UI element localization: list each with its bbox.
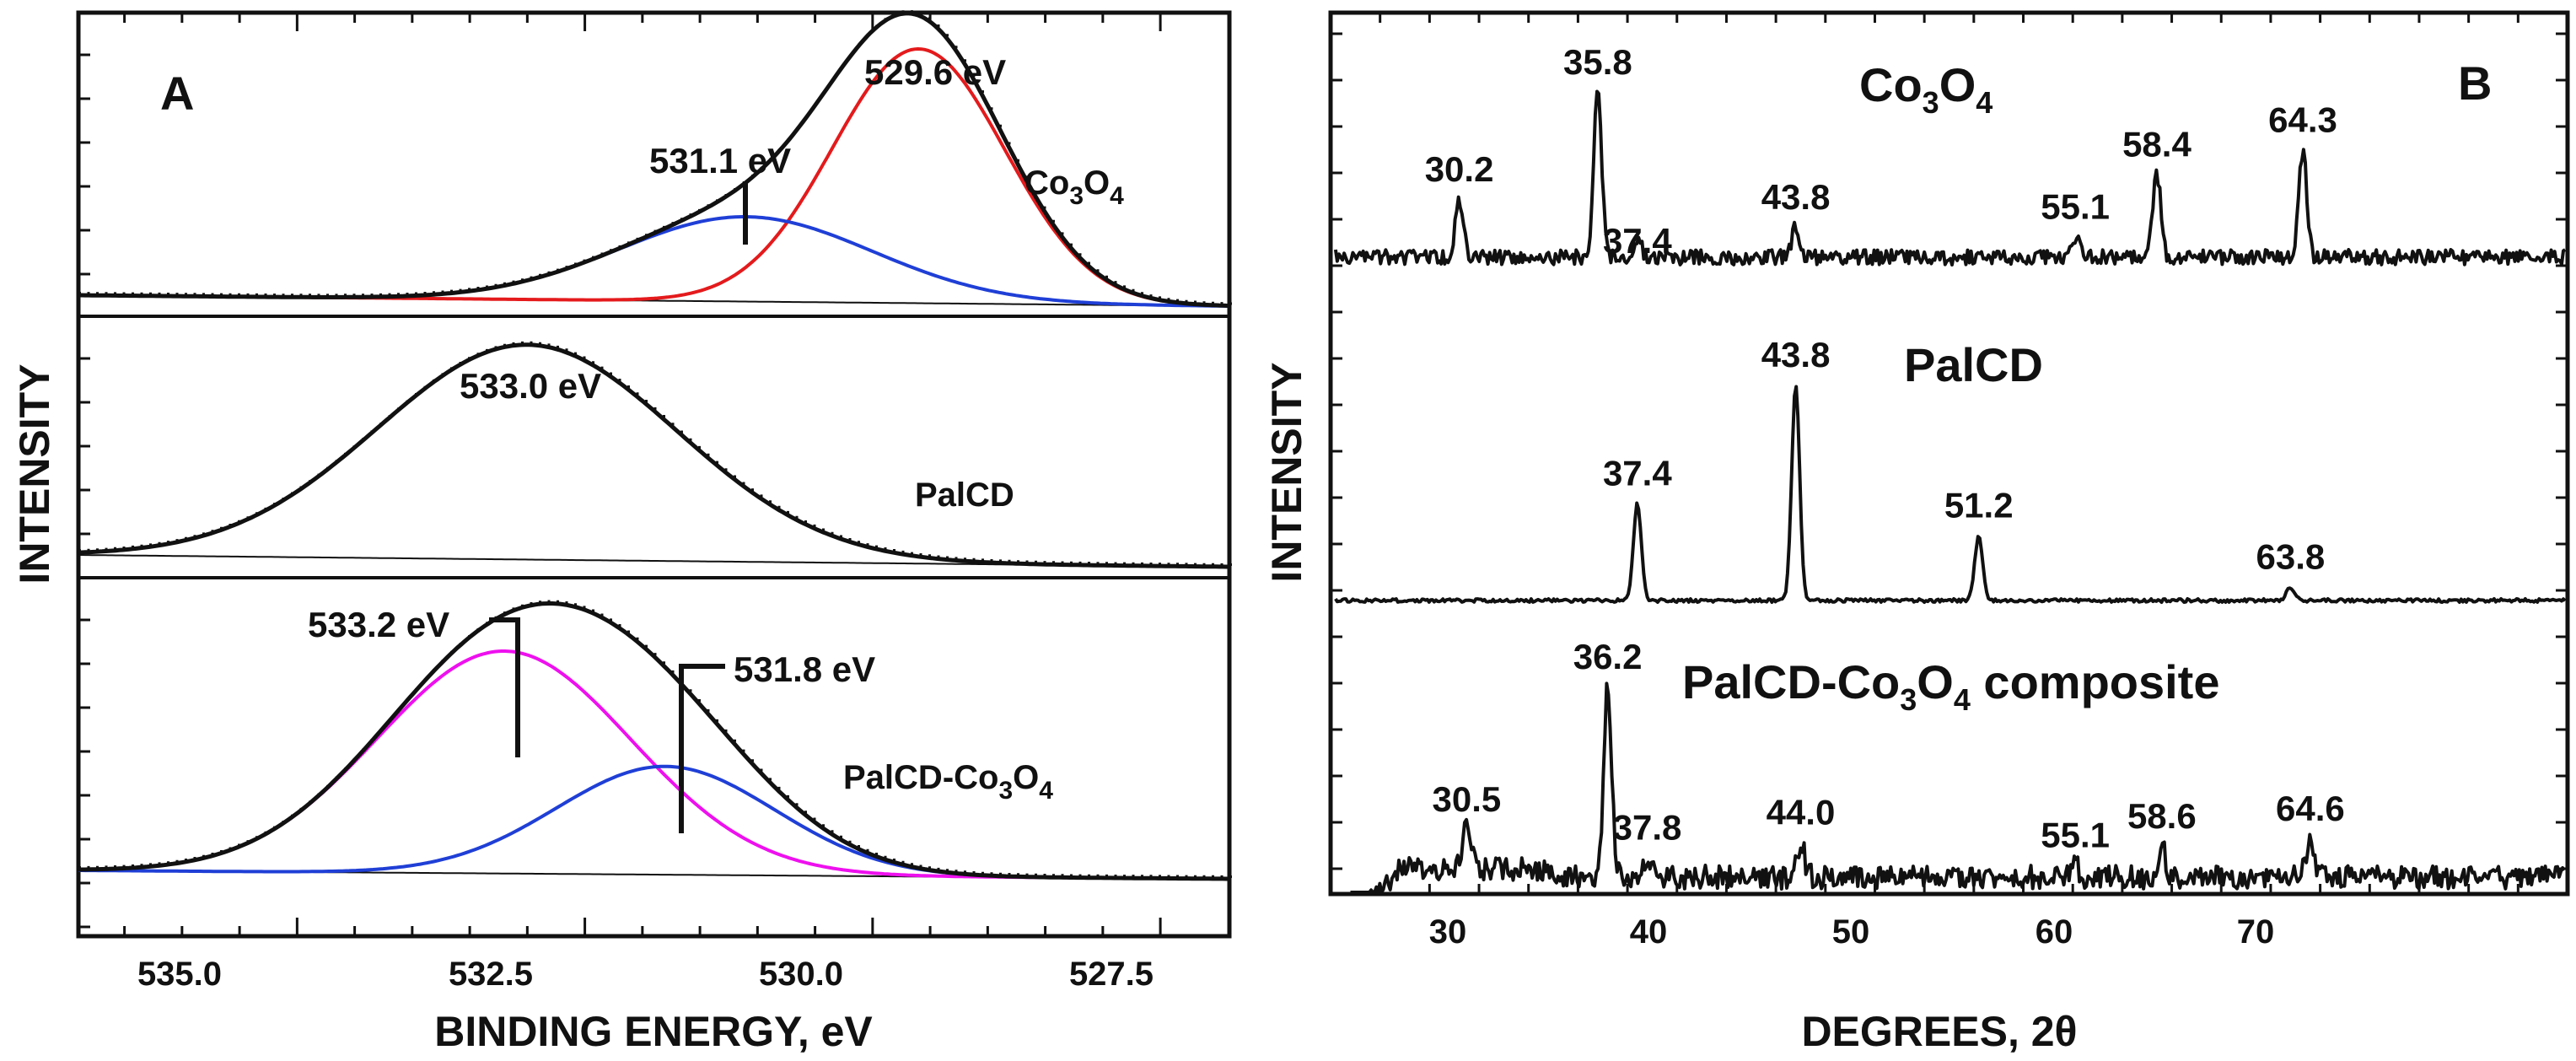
b-peak-label: 55.1 [2041,816,2110,855]
b-label-co3o4: Co3O4 [1859,58,1993,120]
b-peak-label: 30.2 [1425,149,1494,189]
a-sample-palcd-co3o4-base: PalCD-Co [843,759,998,796]
a-sample-co3o4-mid: O [1084,164,1110,202]
b-composite-mid: O [1917,655,1954,708]
panel-b-peak-labels: 30.2 35.8 37.4 43.8 55.1 58.4 64.3 37.4 43.8 51.2… [1425,42,2345,855]
b-label-composite: PalCD-Co3O4 composite [1682,655,2219,717]
b-composite-sub1: 3 [1900,682,1917,717]
panel-b-curves [1333,89,2567,894]
b-peak-label: 58.6 [2127,796,2197,836]
a-sample-co3o4-sub1: 3 [1069,182,1084,210]
b-peak-label: 36.2 [1573,637,1643,676]
b-pattern-curve [1350,681,2566,894]
a-y-axis-title: INTENSITY [11,364,58,584]
a-component-curve [78,649,1229,881]
b-co3o4-sub1: 3 [1923,85,1939,120]
b-peak-label: 37.8 [1613,808,1682,848]
a-peak-label-531-1: 531.1 eV [649,141,791,180]
b-peak-label: 35.8 [1563,42,1632,82]
b-peak-label: 64.3 [2268,100,2337,139]
b-co3o4-sub2: 4 [1976,85,1993,120]
a-xtick-label: 527.5 [1069,956,1154,993]
panel-a-curves [78,10,1232,881]
b-composite-sub2: 4 [1954,682,1971,717]
a-peak-marker-531-8 [679,664,725,833]
a-sample-palcd-co3o4-sub1: 3 [998,777,1013,805]
panel-a-ticks [78,13,1162,936]
b-xtick-label: 60 [2036,913,2073,951]
a-component-curve [78,764,1229,881]
panel-a: A Co3O4 PalCD PalCD-Co3O4 529.6 eV 531.1… [11,10,1232,1055]
panel-b-ticks [1329,13,2569,894]
panel-b: 30.2 35.8 37.4 43.8 55.1 58.4 64.3 37.4 43.8 51.2… [1263,10,2570,1055]
panel-a-frame [76,10,1232,939]
b-pattern-curve [1333,89,2567,267]
b-xtick-label: 30 [1429,913,1467,951]
a-sample-label-co3o4: Co3O4 [1024,164,1124,210]
a-envelope-curve [78,342,1229,569]
a-sample-palcd-co3o4-sub2: 4 [1039,777,1053,805]
a-envelope-curve [78,601,1229,881]
b-peak-label: 37.4 [1603,453,1672,493]
a-peak-label-533-0: 533.0 eV [460,366,601,406]
a-sample-co3o4-sub2: 4 [1110,182,1124,210]
a-data-points [78,341,1232,566]
b-peak-label: 64.6 [2276,789,2345,828]
b-peak-label: 51.2 [1944,486,2014,525]
a-sample-palcd-co3o4-mid: O [1013,759,1039,796]
b-xtick-label: 40 [1630,913,1668,951]
a-envelope-curve [78,11,1230,308]
b-xtick-label: 70 [2237,913,2275,951]
b-composite-tail: composite [1971,655,2220,708]
b-composite-base: PalCD-Co [1682,655,1900,708]
b-x-axis-title: DEGREES, 2θ [1801,1008,2077,1055]
b-peak-label: 63.8 [2256,537,2326,577]
b-xtick-label: 50 [1832,913,1870,951]
b-peak-label: 55.1 [2041,187,2110,227]
a-sample-label-palcd-co3o4: PalCD-Co3O4 [843,759,1053,805]
b-pattern-curve [1334,385,2567,604]
a-data-points [78,600,1232,878]
a-xtick-label: 532.5 [449,956,533,993]
b-peak-label: 30.5 [1432,779,1501,819]
b-peak-label: 43.8 [1761,335,1831,374]
a-peak-label-529-6: 529.6 eV [864,52,1006,92]
panel-b-frame [1328,10,2570,897]
a-xtick-label: 535.0 [137,956,222,993]
b-y-axis-title: INTENSITY [1263,362,1310,582]
b-peak-label: 58.4 [2122,125,2191,164]
a-peak-label-531-8: 531.8 eV [734,649,875,689]
panel-b-letter: B [2458,57,2492,110]
a-peak-marker-533-2 [489,617,520,757]
b-co3o4-base: Co [1859,58,1923,111]
b-peak-label: 44.0 [1767,793,1836,832]
panel-a-letter: A [160,67,194,120]
a-peak-label-533-2: 533.2 eV [308,605,449,644]
a-sample-label-palcd: PalCD [915,477,1014,514]
a-xtick-label: 530.0 [759,956,843,993]
a-sample-co3o4-base: Co [1024,164,1069,202]
b-co3o4-mid: O [1939,58,1976,111]
b-peak-label: 43.8 [1761,177,1831,217]
b-label-palcd: PalCD [1904,338,2043,391]
a-x-axis-title: BINDING ENERGY, eV [434,1008,873,1055]
b-peak-label: 37.4 [1603,221,1672,261]
